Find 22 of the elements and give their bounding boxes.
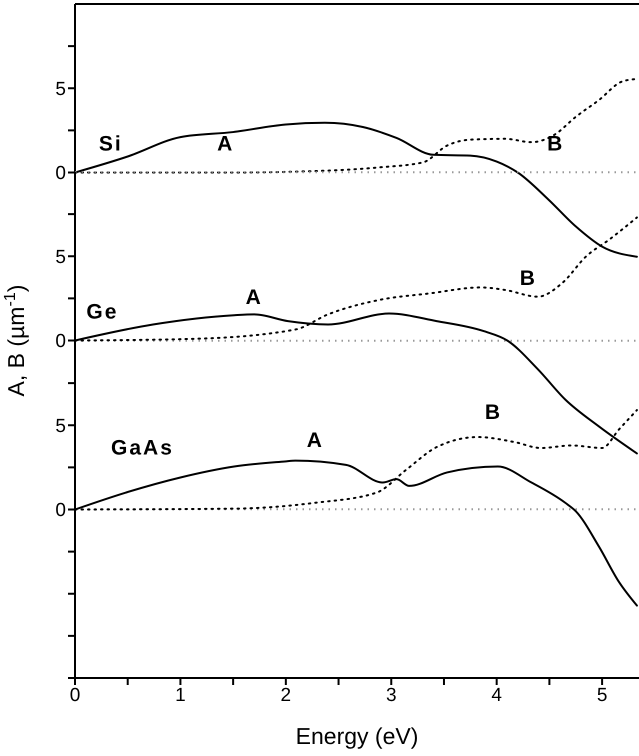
x-tick-label: 5 (596, 685, 608, 706)
y-tick-label: 0 (55, 163, 66, 184)
x-axis-title: Energy (eV) (296, 723, 418, 749)
annotation: GaAs (111, 436, 174, 460)
annotation: Si (98, 132, 123, 156)
y-tick-label: 0 (55, 500, 66, 522)
x-tick-label: 4 (491, 685, 502, 706)
annotation: B (484, 401, 502, 424)
x-tick-label: 2 (280, 685, 292, 706)
x-tick-label: 1 (175, 685, 186, 706)
annotation: Ge (86, 300, 118, 324)
annotation: A (246, 286, 263, 310)
annotation: B (520, 266, 537, 290)
y-tick-label: 0 (55, 331, 66, 352)
y-tick-label: 5 (55, 246, 66, 268)
annotation: A (217, 132, 234, 156)
annotation: A (306, 429, 324, 452)
x-tick-label: 3 (386, 685, 397, 706)
y-tick-label: 5 (55, 78, 66, 100)
annotation: B (547, 132, 564, 156)
x-tick-label: 0 (70, 685, 80, 706)
y-tick-label: 5 (55, 416, 66, 437)
